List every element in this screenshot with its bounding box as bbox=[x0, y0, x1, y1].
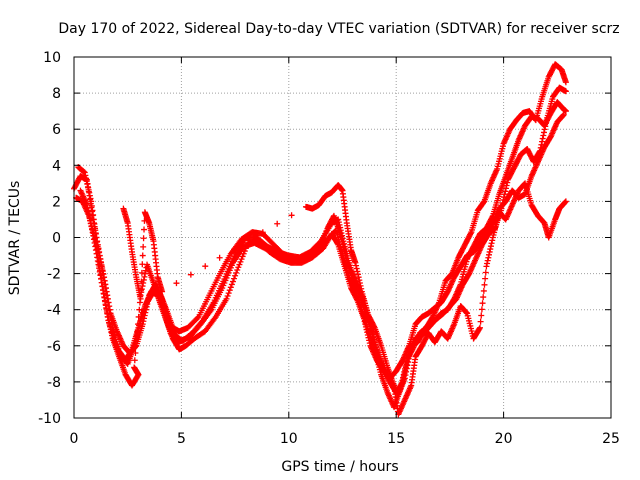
x-axis-label: GPS time / hours bbox=[281, 459, 398, 475]
data-point bbox=[482, 275, 489, 282]
y-tick-label: 10 bbox=[43, 50, 61, 66]
y-tick-label: 6 bbox=[52, 122, 61, 138]
data-point bbox=[229, 278, 236, 285]
data-point bbox=[237, 258, 244, 265]
data-point bbox=[480, 294, 487, 301]
data-point bbox=[141, 226, 148, 233]
x-tick-label: 15 bbox=[387, 431, 405, 447]
chart-title: Day 170 of 2022, Sidereal Day-to-day VTE… bbox=[58, 21, 619, 37]
data-point bbox=[241, 248, 248, 255]
data-point bbox=[238, 256, 245, 263]
data-point bbox=[478, 312, 485, 319]
data-point bbox=[478, 306, 485, 313]
data-point bbox=[288, 212, 295, 219]
data-point bbox=[231, 246, 238, 253]
data-point bbox=[173, 280, 180, 287]
data-point bbox=[139, 261, 146, 268]
data-point bbox=[140, 235, 147, 242]
data-point bbox=[131, 357, 138, 364]
data-point bbox=[480, 287, 487, 294]
data-point bbox=[137, 295, 144, 302]
data-point bbox=[135, 321, 142, 328]
data-point bbox=[242, 245, 249, 252]
data-point bbox=[245, 237, 252, 244]
data-point bbox=[479, 300, 486, 307]
data-point bbox=[216, 254, 223, 261]
data-point bbox=[225, 290, 232, 297]
data-point bbox=[135, 313, 142, 320]
axis-ticks: 0 5 10 15 20 25 -10 -8 -6 -4 -2 0 2 4 6 8 10 bbox=[38, 50, 620, 447]
data-point bbox=[138, 269, 145, 276]
data-point bbox=[235, 264, 242, 271]
data-point bbox=[228, 281, 235, 288]
y-tick-label: -8 bbox=[47, 375, 61, 391]
data-point bbox=[231, 275, 238, 282]
data-point bbox=[477, 318, 484, 325]
data-point bbox=[194, 315, 201, 322]
y-tick-label: -2 bbox=[47, 267, 61, 283]
data-point bbox=[134, 328, 141, 335]
y-tick-label: 0 bbox=[52, 231, 61, 247]
data-point bbox=[234, 266, 241, 273]
data-point bbox=[139, 252, 146, 259]
data-point bbox=[223, 295, 230, 302]
y-tick-label: 4 bbox=[52, 158, 61, 174]
x-tick-label: 0 bbox=[70, 431, 79, 447]
data-point bbox=[560, 111, 567, 118]
data-point bbox=[132, 350, 139, 357]
data-point bbox=[133, 342, 140, 349]
data-point bbox=[138, 287, 145, 294]
data-point bbox=[240, 250, 247, 257]
data-point bbox=[236, 261, 243, 268]
y-tick-label: -10 bbox=[38, 411, 61, 427]
data-point bbox=[140, 243, 147, 250]
x-tick-label: 5 bbox=[177, 431, 186, 447]
series-track-b bbox=[73, 84, 569, 398]
data-point bbox=[232, 272, 239, 279]
data-point bbox=[227, 284, 234, 291]
data-point bbox=[481, 281, 488, 288]
x-tick-label: 10 bbox=[280, 431, 298, 447]
data-point bbox=[202, 263, 209, 270]
data-point bbox=[562, 108, 569, 115]
data-point bbox=[138, 278, 145, 285]
data-point bbox=[224, 292, 231, 299]
data-point bbox=[274, 220, 281, 227]
data-point bbox=[159, 288, 166, 295]
data-point bbox=[226, 287, 233, 294]
y-tick-label: -4 bbox=[47, 303, 61, 319]
x-tick-label: 25 bbox=[602, 431, 620, 447]
data-point bbox=[131, 364, 138, 371]
y-tick-label: -6 bbox=[47, 339, 61, 355]
series-track-e bbox=[120, 180, 569, 418]
x-tick-label: 20 bbox=[495, 431, 513, 447]
data-point bbox=[562, 198, 569, 205]
data-point bbox=[187, 271, 194, 278]
y-tick-label: 8 bbox=[52, 86, 61, 102]
y-axis-label: SDTVAR / TECUs bbox=[7, 181, 23, 296]
y-tick-label: 2 bbox=[52, 194, 61, 210]
series-layer bbox=[71, 61, 569, 418]
gridlines bbox=[74, 57, 611, 418]
data-point bbox=[476, 324, 483, 331]
data-point bbox=[482, 269, 489, 276]
data-point bbox=[133, 335, 140, 342]
series-track-d bbox=[77, 111, 567, 389]
data-point bbox=[562, 79, 569, 86]
data-point bbox=[239, 253, 246, 260]
data-point bbox=[259, 229, 266, 236]
data-point bbox=[562, 88, 569, 95]
data-point bbox=[233, 269, 240, 276]
data-point bbox=[136, 306, 143, 313]
